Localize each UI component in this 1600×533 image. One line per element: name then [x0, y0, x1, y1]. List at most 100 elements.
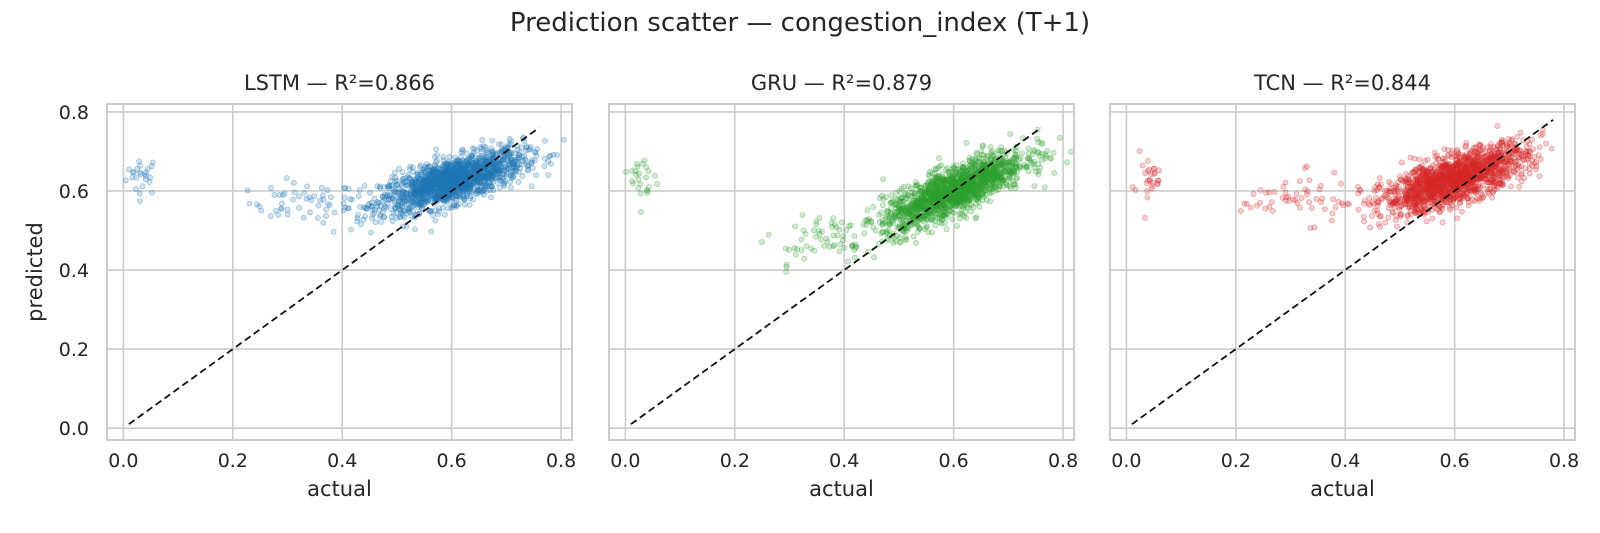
data-point: [137, 198, 143, 204]
data-point: [928, 196, 935, 203]
data-point: [432, 176, 439, 182]
data-point: [397, 191, 404, 198]
data-point: [448, 178, 455, 184]
data-point: [456, 194, 463, 200]
data-point: [494, 167, 501, 174]
data-point: [1016, 156, 1022, 163]
data-point: [957, 168, 964, 174]
data-point: [457, 161, 464, 167]
data-point: [478, 149, 485, 156]
data-point: [426, 195, 432, 202]
data-point: [974, 151, 981, 157]
data-point: [462, 172, 469, 179]
data-point: [403, 190, 410, 197]
data-point: [471, 175, 478, 182]
data-point: [962, 186, 969, 193]
data-point: [928, 179, 935, 185]
data-point: [944, 183, 951, 190]
data-point: [432, 177, 439, 184]
data-point: [425, 198, 432, 205]
data-point: [440, 183, 447, 190]
data-point: [886, 214, 893, 220]
data-point: [932, 196, 939, 203]
data-point: [425, 176, 432, 183]
data-point: [1517, 129, 1524, 136]
data-point: [495, 166, 502, 173]
data-point: [1044, 147, 1051, 154]
data-point: [365, 202, 372, 209]
data-point: [141, 171, 148, 177]
data-point: [528, 159, 535, 166]
data-point: [436, 192, 443, 199]
data-point: [938, 216, 945, 223]
data-point: [459, 147, 466, 154]
data-point: [942, 201, 949, 208]
data-point: [940, 190, 947, 197]
data-point: [315, 215, 321, 221]
data-point: [871, 254, 877, 261]
data-point: [957, 178, 964, 185]
data-point: [927, 184, 933, 191]
data-point: [497, 177, 503, 184]
data-point: [415, 200, 422, 207]
data-point: [272, 207, 279, 214]
data-point: [439, 183, 446, 190]
data-point: [461, 165, 468, 172]
data-point: [493, 174, 500, 181]
data-point: [471, 159, 478, 166]
data-point: [422, 178, 429, 185]
data-point: [490, 150, 497, 157]
data-point: [1332, 204, 1339, 211]
data-point: [246, 200, 253, 207]
data-point: [840, 237, 846, 244]
data-point: [392, 189, 399, 196]
data-point: [434, 157, 441, 164]
data-point: [1489, 194, 1495, 201]
data-point: [982, 176, 988, 183]
data-point: [949, 181, 955, 188]
data-point: [434, 170, 440, 177]
data-point: [428, 181, 434, 188]
data-point: [836, 226, 843, 233]
data-point: [444, 169, 451, 175]
data-point: [441, 179, 448, 186]
data-point: [916, 224, 923, 231]
data-point: [435, 176, 442, 183]
data-point: [468, 167, 475, 174]
data-point: [1509, 136, 1516, 142]
data-point: [435, 170, 441, 177]
data-point: [474, 163, 481, 170]
data-point: [436, 185, 443, 191]
data-point: [1005, 167, 1012, 174]
data-point: [522, 147, 529, 154]
data-point: [490, 187, 497, 194]
data-point: [967, 182, 974, 189]
data-point: [888, 199, 894, 206]
data-point: [430, 181, 437, 188]
data-point: [453, 163, 459, 170]
data-point: [972, 156, 978, 163]
data-point: [829, 223, 836, 230]
data-point: [1025, 168, 1032, 175]
data-point: [434, 168, 441, 175]
data-point: [434, 181, 441, 188]
data-point: [952, 178, 958, 185]
data-point: [446, 194, 453, 200]
data-point: [452, 177, 459, 184]
data-point: [910, 193, 917, 200]
data-point: [308, 197, 315, 203]
data-point: [528, 159, 535, 166]
data-point: [516, 152, 522, 158]
data-point: [888, 205, 894, 212]
data-point: [461, 195, 468, 202]
data-point: [347, 196, 354, 203]
data-point: [863, 222, 870, 228]
data-point: [922, 188, 928, 195]
data-point: [914, 223, 921, 229]
data-point: [349, 196, 356, 203]
data-point: [934, 175, 941, 182]
data-point: [479, 188, 486, 194]
data-point: [877, 194, 883, 201]
data-point: [380, 214, 387, 220]
data-point: [417, 191, 424, 198]
